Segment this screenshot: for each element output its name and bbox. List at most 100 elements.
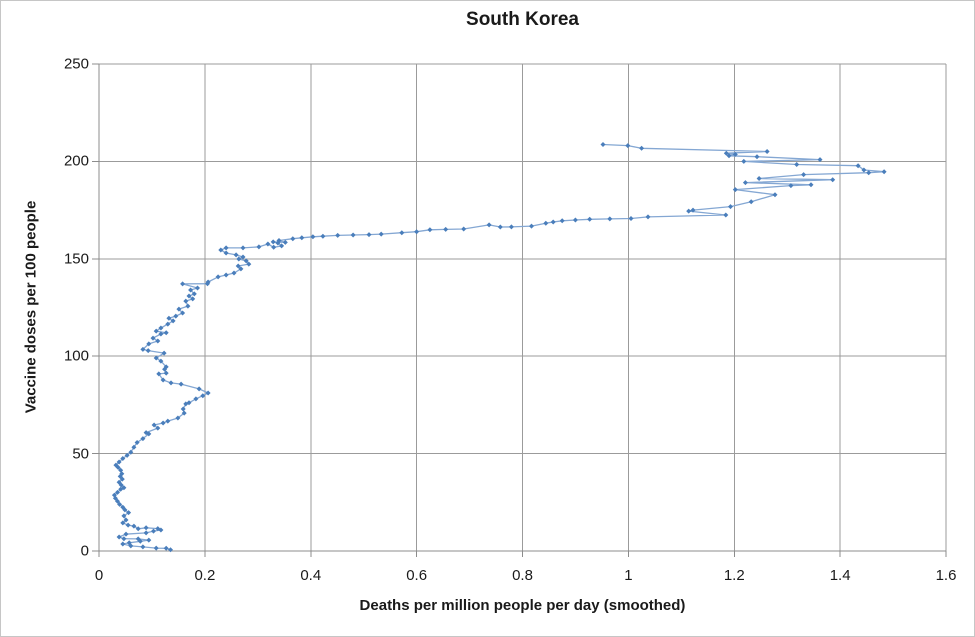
data-point-marker — [153, 355, 159, 361]
data-point-marker — [155, 338, 161, 344]
data-point-marker — [196, 386, 202, 392]
data-point-marker — [135, 536, 141, 542]
data-point-marker — [335, 232, 341, 238]
data-point-marker — [165, 321, 171, 327]
data-point-marker — [861, 167, 867, 173]
data-point-marker — [529, 223, 534, 229]
data-point-marker — [265, 241, 271, 247]
data-point-marker — [120, 456, 126, 461]
data-point-marker — [243, 258, 249, 264]
data-point-marker — [123, 517, 129, 523]
data-point-marker — [145, 348, 151, 354]
data-point-marker — [176, 306, 182, 312]
data-point-marker — [118, 467, 124, 473]
data-point-marker — [686, 208, 692, 214]
data-series-line — [113, 143, 885, 551]
data-point-marker — [794, 162, 800, 167]
data-point-marker — [299, 235, 305, 241]
data-point-marker — [134, 440, 140, 445]
x-tick-label: 0 — [94, 567, 104, 584]
data-point-marker — [121, 513, 127, 519]
data-point-marker — [191, 291, 197, 297]
data-point-marker — [200, 393, 206, 399]
data-point-marker — [754, 154, 760, 160]
data-point-marker — [115, 498, 120, 504]
gridlines — [99, 63, 947, 551]
data-point-marker — [131, 444, 137, 450]
data-point-marker — [205, 390, 211, 396]
data-point-marker — [178, 381, 184, 387]
data-point-marker — [163, 545, 169, 551]
data-point-marker — [600, 142, 606, 147]
y-tick-label: 200 — [63, 152, 89, 170]
x-tick-label: 1.6 — [935, 567, 957, 584]
y-axis-title: Vaccine doses per 100 people — [22, 200, 40, 414]
data-point-marker — [146, 537, 152, 543]
data-point-marker — [690, 207, 696, 213]
data-point-marker — [282, 239, 288, 245]
x-axis-title: Deaths per million people per day (smoot… — [359, 597, 686, 614]
data-point-marker — [124, 452, 130, 458]
data-point-marker — [231, 270, 237, 276]
data-point-marker — [111, 492, 117, 498]
y-tick-label: 0 — [80, 542, 89, 560]
data-point-marker — [186, 400, 192, 406]
data-point-marker — [150, 335, 156, 341]
data-point-marker — [163, 364, 169, 370]
data-point-marker — [161, 350, 167, 356]
data-point-marker — [195, 285, 200, 291]
data-point-marker — [153, 545, 159, 551]
data-point-marker — [772, 192, 778, 198]
data-point-marker — [732, 187, 738, 193]
y-tick-label: 50 — [72, 445, 89, 463]
data-point-marker — [181, 410, 187, 416]
data-point-marker — [628, 216, 634, 221]
x-tick-label: 0.4 — [300, 567, 322, 584]
data-point-marker — [723, 212, 729, 218]
data-point-marker — [135, 526, 141, 532]
data-point-marker — [121, 536, 127, 542]
data-point-marker — [461, 226, 467, 232]
data-point-marker — [168, 547, 173, 553]
data-point-marker — [155, 526, 161, 532]
data-point-marker — [115, 489, 120, 495]
data-point-marker — [256, 244, 262, 250]
data-point-marker — [866, 170, 872, 176]
y-tick-label: 250 — [63, 55, 89, 73]
data-point-marker — [183, 298, 189, 304]
data-point-marker — [830, 177, 836, 183]
data-point-marker — [126, 540, 132, 546]
x-tick-label: 0.8 — [512, 567, 533, 584]
data-point-marker — [801, 172, 807, 178]
data-point-marker — [165, 418, 171, 424]
data-point-marker — [443, 226, 449, 232]
data-point-marker — [180, 281, 186, 287]
data-point-marker — [808, 182, 814, 188]
data-point-marker — [156, 371, 162, 377]
data-point-marker — [143, 525, 149, 531]
data-point-marker — [215, 274, 221, 280]
x-tick-label: 1.4 — [829, 567, 851, 584]
data-point-marker — [723, 150, 729, 156]
data-point-marker — [151, 528, 156, 534]
x-tick-label: 1 — [624, 567, 633, 584]
data-point-marker — [881, 169, 887, 175]
axes — [92, 63, 947, 557]
data-point-marker — [160, 420, 166, 426]
data-point-marker — [559, 218, 565, 224]
data-point-marker — [223, 245, 229, 251]
data-point-marker — [140, 346, 146, 352]
data-point-marker — [497, 224, 503, 230]
data-point-marker — [146, 341, 152, 347]
data-point-marker — [788, 183, 794, 189]
data-point-marker — [170, 318, 176, 324]
data-point-marker — [163, 370, 169, 376]
y-tick-label: 150 — [63, 250, 89, 268]
data-point-marker — [238, 266, 244, 272]
data-point-marker — [310, 234, 316, 240]
data-point-marker — [188, 287, 194, 293]
data-point-marker — [366, 232, 372, 238]
data-point-marker — [728, 204, 733, 210]
data-point-marker — [726, 153, 732, 159]
data-point-marker — [190, 296, 196, 302]
